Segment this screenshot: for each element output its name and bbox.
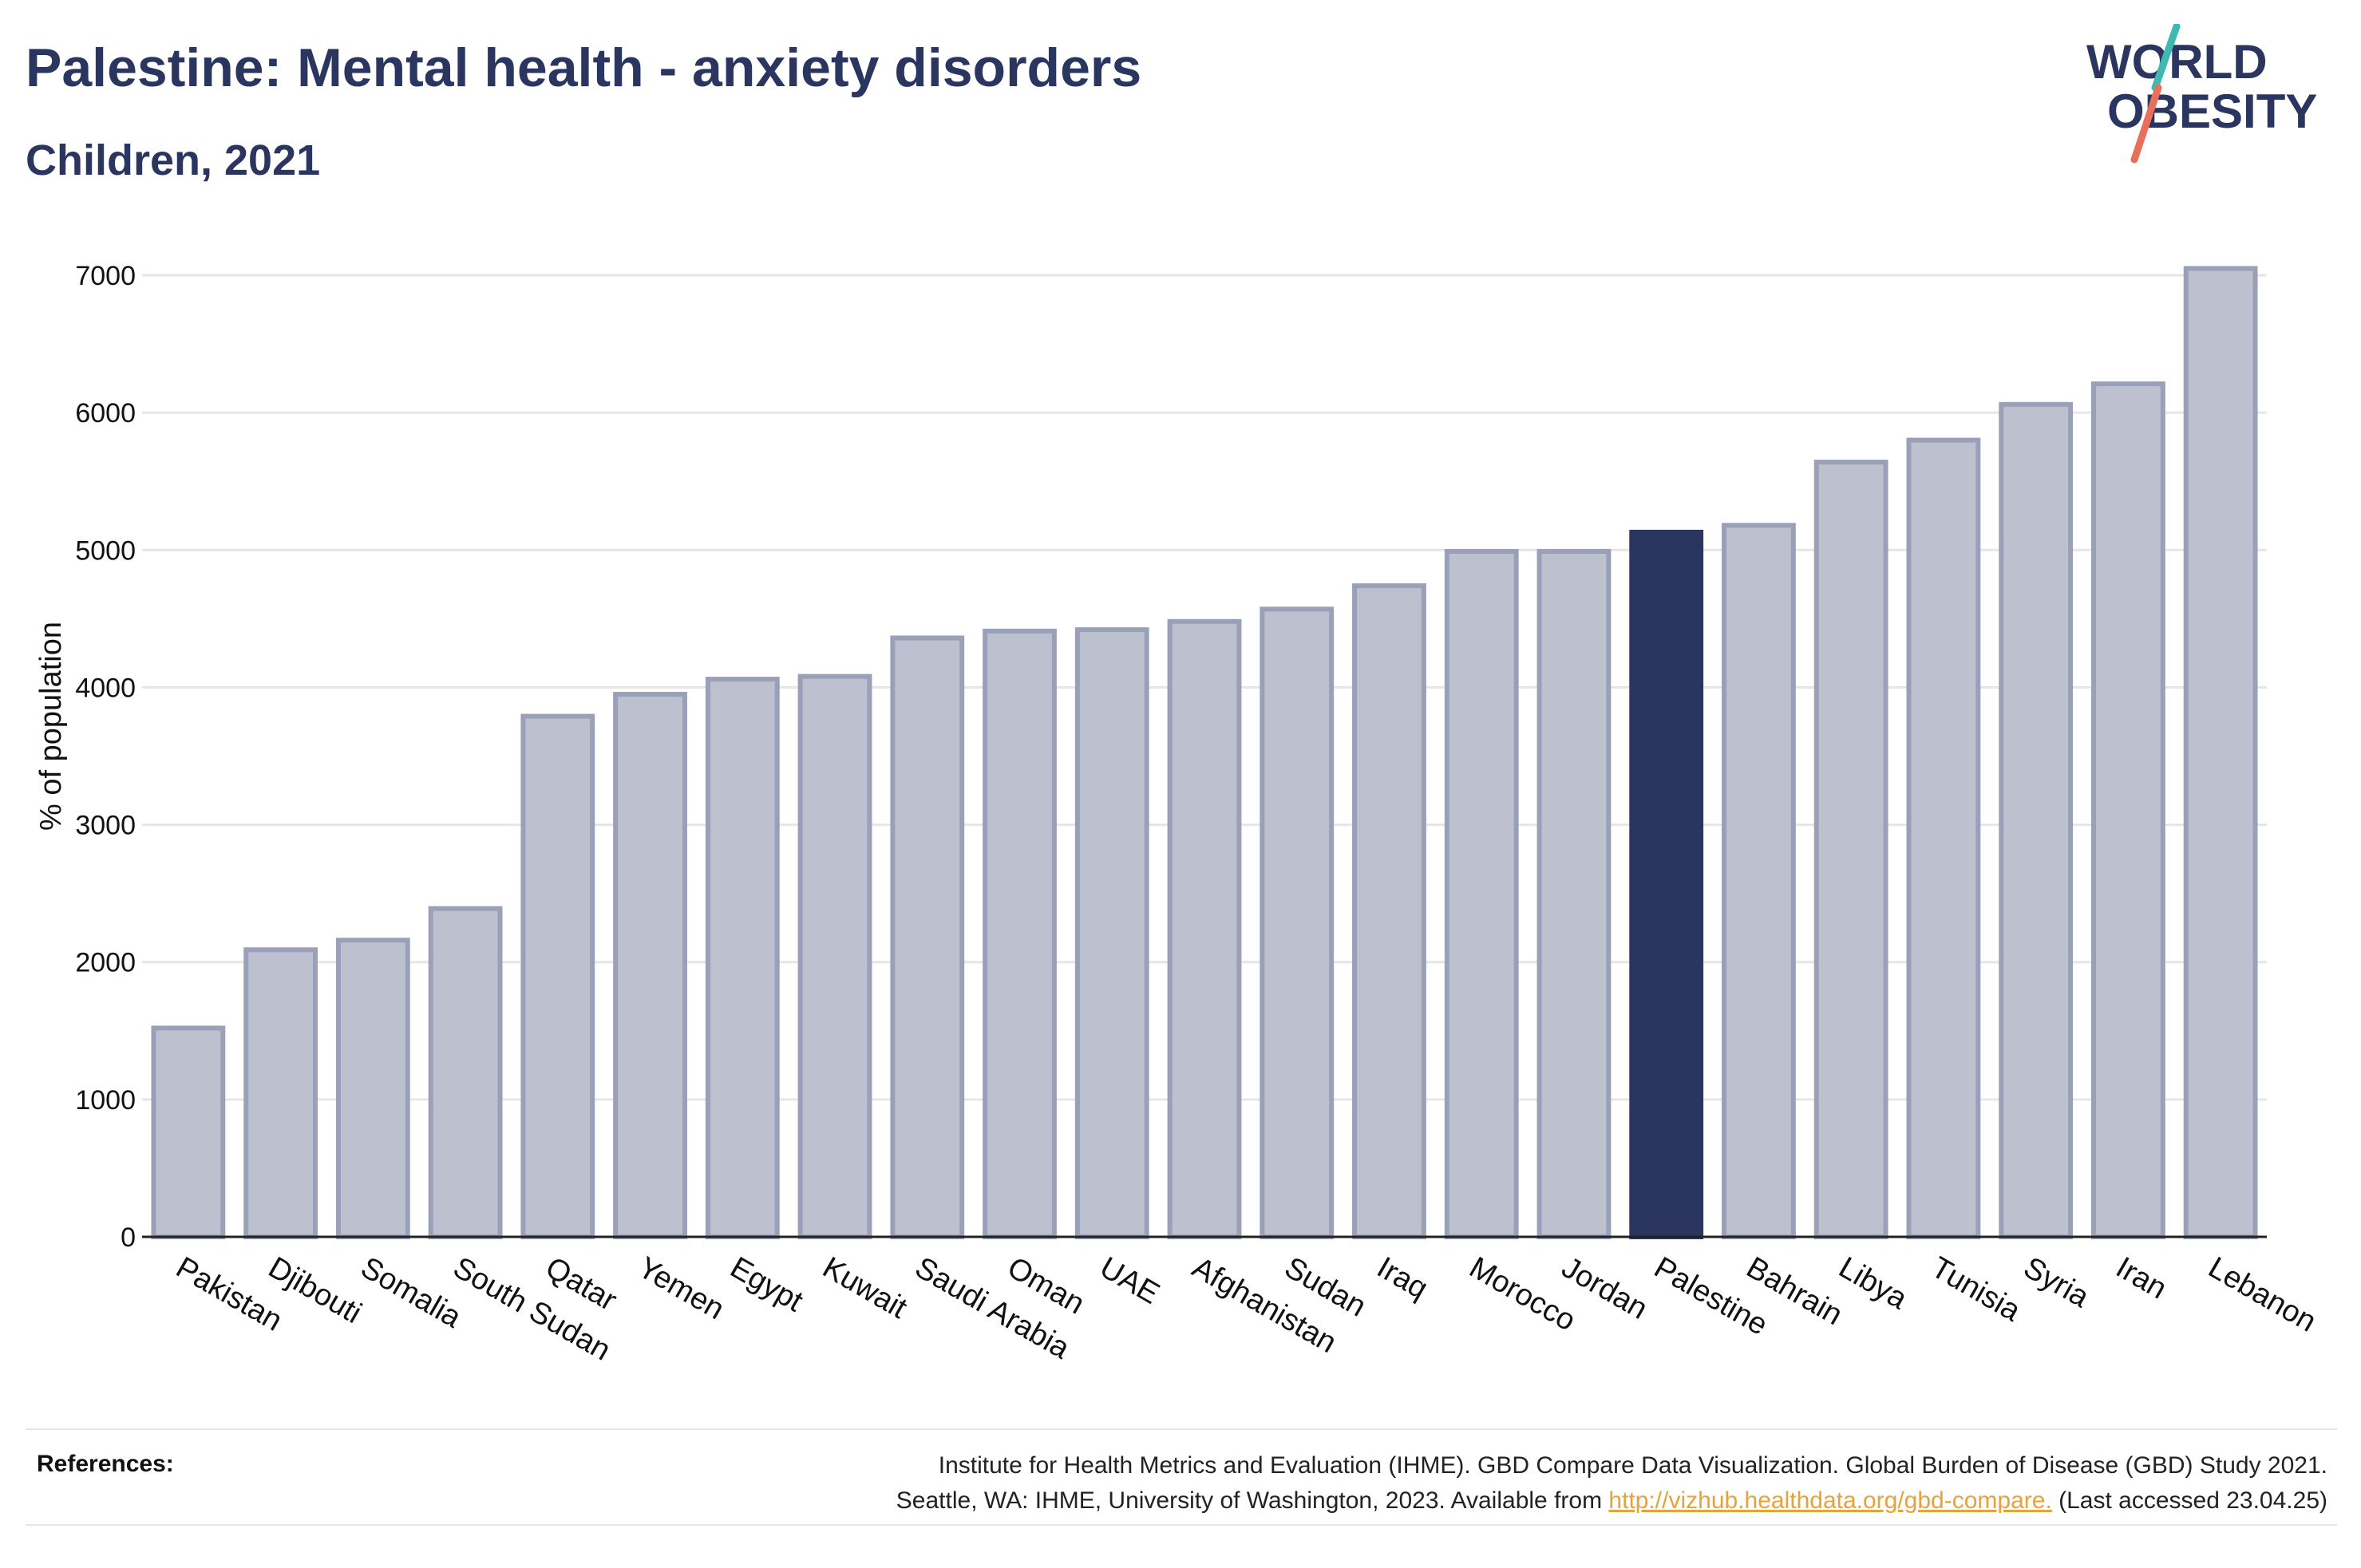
x-tick-label: Lebanon xyxy=(2203,1250,2322,1338)
bar-iraq xyxy=(1352,583,1426,1239)
bar-oman xyxy=(983,628,1057,1239)
bars xyxy=(151,266,2258,1240)
y-tick-label: 0 xyxy=(121,1222,136,1253)
x-tick-label: Morocco xyxy=(1464,1250,1581,1337)
references-text: Institute for Health Metrics and Evaluat… xyxy=(492,1448,2327,1519)
bar-bahrain xyxy=(1722,523,1796,1239)
logo-line1: WORLD xyxy=(2086,35,2268,89)
references-divider-top xyxy=(26,1428,2337,1430)
y-tick-label: 5000 xyxy=(75,535,136,566)
x-tick-label: Egypt xyxy=(725,1250,809,1318)
x-tick-label: UAE xyxy=(1094,1250,1165,1310)
logo-slash-teal xyxy=(2151,24,2181,92)
bar-palestine xyxy=(1629,529,1704,1239)
bar-afghanistan xyxy=(1167,618,1242,1239)
bar-morocco xyxy=(1444,549,1519,1239)
x-tick-label: Syria xyxy=(2018,1250,2095,1314)
x-tick-label: Pakistan xyxy=(170,1250,287,1337)
references-label: References: xyxy=(37,1451,174,1477)
x-tick-label: Yemen xyxy=(632,1250,730,1326)
y-tick-label: 3000 xyxy=(75,811,136,841)
bar-jordan xyxy=(1536,549,1612,1239)
y-tick-label: 7000 xyxy=(75,261,136,291)
y-tick-label: 4000 xyxy=(75,673,136,703)
references-line2-suffix: (Last accessed 23.04.25) xyxy=(2058,1487,2327,1514)
x-tick-label: Iran xyxy=(2110,1250,2173,1305)
bar-sudan xyxy=(1260,606,1335,1239)
bar-egypt xyxy=(705,677,780,1239)
y-tick-labels: 0 1000 2000 3000 4000 5000 6000 7000 xyxy=(75,261,136,1253)
bar-chart: 0 1000 2000 3000 4000 5000 6000 7000 PakistanDj… xyxy=(34,261,2322,1368)
x-tick-label: Saudi Arabia xyxy=(909,1250,1075,1366)
references-line2-prefix: Seattle, WA: IHME, University of Washing… xyxy=(896,1487,1603,1514)
bar-uae xyxy=(1074,627,1149,1239)
x-tick-label: Somalia xyxy=(355,1250,468,1334)
bar-kuwait xyxy=(797,673,872,1239)
bar-south-sudan xyxy=(428,906,503,1240)
chart-subtitle: Children, 2021 xyxy=(26,136,321,184)
chart-title: Palestine: Mental health - anxiety disor… xyxy=(26,38,1142,98)
y-tick-label: 6000 xyxy=(75,398,136,429)
bar-yemen xyxy=(613,692,687,1239)
y-tick-label: 2000 xyxy=(75,948,136,978)
references-link[interactable]: http://vizhub.healthdata.org/gbd-compare… xyxy=(1608,1487,2052,1514)
bar-lebanon xyxy=(2183,266,2258,1240)
bar-saudi-arabia xyxy=(890,635,965,1239)
bar-libya xyxy=(1813,460,1888,1239)
x-tick-label: Iraq xyxy=(1371,1250,1434,1305)
bar-pakistan xyxy=(151,1025,226,1240)
references-line1: Institute for Health Metrics and Evaluat… xyxy=(938,1452,2327,1479)
y-tick-label: 1000 xyxy=(75,1085,136,1116)
y-axis-title: % of population xyxy=(34,622,68,831)
references-divider-bottom xyxy=(26,1524,2337,1526)
bar-qatar xyxy=(520,713,595,1239)
bar-iran xyxy=(2090,381,2165,1240)
world-obesity-logo: WORLD OBESITY xyxy=(2086,24,2317,164)
x-tick-label: Tunisia xyxy=(1925,1250,2027,1328)
bar-djibouti xyxy=(243,947,318,1239)
references-line2: Seattle, WA: IHME, University of Washing… xyxy=(492,1483,2327,1519)
bar-somalia xyxy=(335,938,410,1239)
logo-slash-coral xyxy=(2130,84,2162,164)
x-tick-label: Kuwait xyxy=(817,1250,913,1325)
bar-syria xyxy=(1999,401,2074,1239)
bar-tunisia xyxy=(1906,437,1981,1239)
